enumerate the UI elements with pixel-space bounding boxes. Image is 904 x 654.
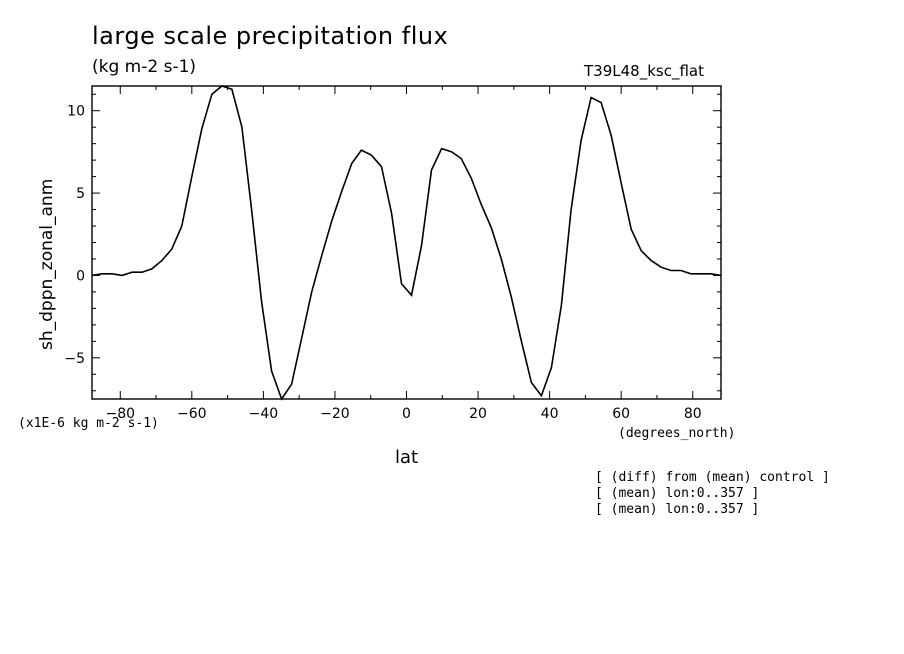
y-tick-label: 5 <box>76 186 85 202</box>
axis-ticks <box>92 86 721 399</box>
note-diff: [ (diff) from (mean) control ] <box>595 470 830 485</box>
series-line <box>91 85 722 401</box>
x-tick-label: −40 <box>249 406 279 422</box>
chart-subtitle: (kg m-2 s-1) <box>92 57 197 77</box>
x-tick-label: 60 <box>612 406 630 422</box>
y-scale-label: (x1E-6 kg m-2 s-1) <box>18 416 159 431</box>
x-tick-label: 80 <box>684 406 702 422</box>
y-tick-label: 10 <box>67 104 85 120</box>
x-tick-label: −20 <box>320 406 350 422</box>
x-tick-label: 20 <box>469 406 487 422</box>
note-mean-lon: [ (mean) lon:0..357 ] <box>595 486 760 501</box>
x-tick-label: −80 <box>105 406 135 422</box>
x-units-label: (degrees_north) <box>618 426 736 441</box>
y-tick-label: 0 <box>76 268 85 284</box>
x-tick-label: −60 <box>177 406 207 422</box>
run-label: T39L48_ksc_flat <box>584 62 704 80</box>
x-axis-label: lat <box>395 447 419 468</box>
x-tick-label: 0 <box>402 406 411 422</box>
y-axis-label: sh_dppn_zonal_anm <box>37 178 57 350</box>
note-mean-lon-2: [ (mean) lon:0..357 ] <box>595 502 760 517</box>
y-tick-label: −5 <box>64 351 85 367</box>
plot-frame <box>91 85 722 400</box>
chart-title: large scale precipitation flux <box>92 22 449 50</box>
tick-labels: −80 −60 −40 −20 0 20 40 60 80 −5 0 5 10 <box>64 104 701 422</box>
x-tick-label: 40 <box>541 406 559 422</box>
